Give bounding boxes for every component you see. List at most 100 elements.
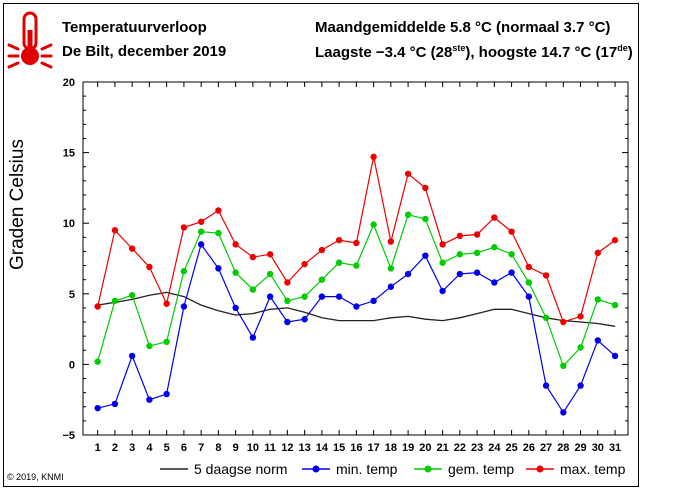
data-point-4 bbox=[560, 318, 567, 326]
legend-item-max: max. temp bbox=[526, 461, 625, 477]
legend-gem-line-icon bbox=[414, 465, 442, 473]
y-tick-label: 15 bbox=[63, 148, 75, 160]
x-tick-label: 10 bbox=[247, 442, 259, 454]
data-point-3 bbox=[232, 269, 239, 276]
plot-area-border bbox=[82, 81, 629, 436]
data-point-2 bbox=[146, 396, 153, 403]
x-tick-label: 3 bbox=[129, 442, 135, 454]
data-point-3 bbox=[525, 279, 533, 286]
x-tick-label: 20 bbox=[419, 442, 431, 454]
x-tick-label: 2 bbox=[112, 442, 118, 454]
data-point-4 bbox=[594, 249, 602, 257]
data-point-4 bbox=[266, 251, 274, 258]
data-point-4 bbox=[163, 300, 170, 307]
data-point-2 bbox=[284, 318, 291, 326]
data-point-2 bbox=[560, 409, 567, 416]
x-tick-label: 18 bbox=[385, 442, 397, 454]
data-point-2 bbox=[577, 382, 584, 389]
data-point-2 bbox=[318, 293, 326, 300]
legend-item-gem: gem. temp bbox=[414, 461, 514, 477]
data-point-3 bbox=[370, 221, 377, 228]
data-point-3 bbox=[491, 244, 498, 251]
data-point-3 bbox=[301, 293, 308, 300]
data-point-2 bbox=[335, 293, 343, 300]
data-point-3 bbox=[266, 270, 274, 278]
data-point-3 bbox=[249, 286, 257, 293]
data-point-4 bbox=[422, 184, 429, 192]
data-point-4 bbox=[387, 238, 395, 245]
data-point-2 bbox=[404, 270, 412, 278]
data-point-4 bbox=[301, 260, 308, 268]
data-point-4 bbox=[146, 263, 153, 271]
legend-gem-label: gem. temp bbox=[448, 461, 515, 477]
series-line-1 bbox=[97, 291, 616, 327]
data-point-2 bbox=[197, 241, 205, 248]
data-point-3 bbox=[508, 251, 515, 258]
x-tick-label: 26 bbox=[523, 442, 535, 454]
data-point-4 bbox=[508, 228, 515, 235]
series-line-4 bbox=[97, 156, 616, 323]
legend-min-label: min. temp bbox=[336, 461, 398, 477]
x-tick-label: 24 bbox=[488, 442, 501, 454]
legend-item-norm: 5 daagse norm bbox=[160, 461, 287, 477]
data-point-3 bbox=[180, 268, 188, 275]
data-point-2 bbox=[353, 303, 360, 310]
thermometer-icon bbox=[7, 11, 53, 69]
data-point-3 bbox=[146, 342, 153, 350]
x-tick-label: 17 bbox=[367, 442, 379, 454]
data-point-2 bbox=[525, 293, 533, 300]
series-line-2 bbox=[97, 243, 616, 414]
data-point-3 bbox=[94, 358, 101, 365]
x-tick-label: 22 bbox=[454, 442, 466, 454]
data-point-3 bbox=[577, 344, 584, 351]
x-tick-label: 27 bbox=[540, 442, 552, 454]
data-point-2 bbox=[94, 404, 101, 412]
data-point-4 bbox=[94, 303, 101, 310]
data-point-4 bbox=[197, 218, 205, 225]
data-point-3 bbox=[335, 259, 343, 266]
x-tick-label: 1 bbox=[95, 442, 101, 454]
month-average-text: Maandgemiddelde 5.8 °C (normaal 3.7 °C) bbox=[315, 19, 611, 36]
data-point-4 bbox=[473, 231, 481, 238]
data-point-2 bbox=[456, 270, 464, 278]
chart-title: Temperatuurverloop bbox=[62, 19, 207, 36]
data-point-4 bbox=[353, 239, 360, 247]
data-point-4 bbox=[577, 313, 584, 320]
y-tick-label: 0 bbox=[69, 359, 75, 371]
data-point-4 bbox=[404, 170, 412, 177]
data-point-4 bbox=[335, 236, 343, 244]
data-point-4 bbox=[611, 236, 619, 244]
data-point-4 bbox=[249, 253, 257, 261]
x-tick-label: 9 bbox=[233, 442, 239, 454]
copyright: © 2019, KNMI bbox=[7, 472, 64, 482]
data-point-2 bbox=[594, 337, 602, 344]
data-point-4 bbox=[318, 246, 326, 254]
x-tick-label: 8 bbox=[215, 442, 221, 454]
legend-item-min: min. temp bbox=[302, 461, 397, 477]
data-point-4 bbox=[491, 214, 498, 221]
data-point-2 bbox=[439, 287, 446, 295]
extremes-text: Laagste −3.4 °C (28ste), hoogste 14.7 °C… bbox=[315, 43, 633, 61]
data-point-4 bbox=[180, 224, 188, 231]
data-point-2 bbox=[370, 297, 377, 305]
x-tick-label: 31 bbox=[609, 442, 621, 454]
x-tick-label: 15 bbox=[333, 442, 345, 454]
data-point-2 bbox=[111, 400, 119, 408]
data-point-3 bbox=[197, 228, 205, 235]
data-point-4 bbox=[215, 207, 222, 214]
x-tick-label: 29 bbox=[574, 442, 586, 454]
data-point-3 bbox=[353, 262, 360, 269]
data-point-2 bbox=[266, 293, 274, 300]
data-point-4 bbox=[456, 232, 464, 240]
data-point-2 bbox=[180, 303, 188, 310]
y-axis-label: Graden Celsius bbox=[7, 139, 28, 270]
data-point-3 bbox=[542, 314, 550, 322]
x-tick-label: 13 bbox=[298, 442, 310, 454]
chart-frame bbox=[3, 3, 639, 487]
data-point-3 bbox=[128, 292, 136, 299]
data-point-4 bbox=[284, 279, 291, 286]
data-point-2 bbox=[473, 269, 481, 276]
x-tick-label: 6 bbox=[181, 442, 187, 454]
data-point-3 bbox=[473, 249, 481, 257]
data-point-4 bbox=[128, 245, 136, 252]
